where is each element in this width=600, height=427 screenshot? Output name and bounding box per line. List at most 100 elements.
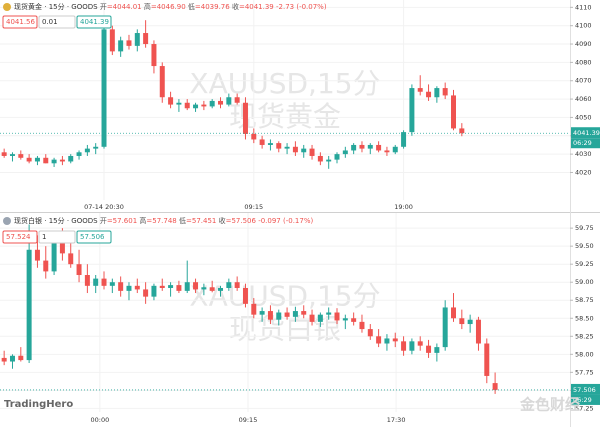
candle-body bbox=[1, 152, 7, 156]
quantity-box[interactable] bbox=[38, 230, 76, 244]
candle-body bbox=[193, 104, 199, 109]
chart-panel: XAUUSD,15分现货白银57.2557.5057.7558.0058.255… bbox=[0, 213, 600, 424]
candle-body bbox=[459, 128, 465, 134]
sell-button[interactable] bbox=[2, 15, 38, 29]
candle-body bbox=[218, 100, 224, 105]
candle-body bbox=[317, 155, 323, 162]
y-tick-label: 4080 bbox=[575, 58, 592, 66]
candle-body bbox=[159, 285, 165, 288]
sell-price: 4041.56 bbox=[6, 18, 35, 26]
change: -0.097 (-0.17%) bbox=[258, 217, 313, 225]
candle-body bbox=[176, 102, 182, 105]
price-label: 4041.39 bbox=[573, 129, 600, 137]
symbol-icon bbox=[3, 3, 11, 11]
watermark-brand: 金色财经 bbox=[519, 396, 580, 414]
candle-body bbox=[409, 88, 415, 133]
candle-body bbox=[218, 287, 224, 291]
candle-body bbox=[434, 347, 440, 353]
candle-body bbox=[168, 97, 174, 105]
candle-body bbox=[467, 319, 473, 325]
x-tick-label: 07-14 20:30 bbox=[84, 203, 124, 211]
candle-body bbox=[43, 157, 49, 164]
candle-body bbox=[201, 104, 207, 107]
candle-body bbox=[34, 157, 40, 162]
y-tick-label: 4070 bbox=[575, 77, 592, 85]
x-tick-label: 19:00 bbox=[394, 203, 413, 211]
candle-body bbox=[292, 146, 298, 153]
countdown: 06:29 bbox=[573, 396, 592, 404]
ohlc-value: =4039.76 bbox=[195, 3, 230, 11]
candle-body bbox=[451, 307, 456, 319]
candle-body bbox=[267, 311, 273, 320]
candle-body bbox=[259, 139, 265, 145]
y-tick-label: 4050 bbox=[575, 113, 592, 121]
y-tick-label: 58.50 bbox=[575, 314, 594, 322]
price-label-box bbox=[571, 127, 600, 139]
symbol: 现货黄金 bbox=[14, 2, 42, 11]
x-tick-label: 17:30 bbox=[387, 416, 406, 424]
candle-body bbox=[367, 329, 373, 337]
candle-body bbox=[9, 355, 15, 362]
candle-body bbox=[126, 40, 132, 46]
candle-body bbox=[84, 148, 90, 153]
candle-body bbox=[101, 29, 107, 147]
y-tick-label: 4030 bbox=[575, 150, 592, 158]
y-tick-label: 4020 bbox=[575, 168, 592, 176]
candle-body bbox=[9, 154, 15, 156]
candle-body bbox=[51, 159, 57, 164]
source: GOODS bbox=[71, 217, 98, 225]
candle-body bbox=[68, 155, 74, 162]
ohlc-label: 开 bbox=[100, 3, 107, 11]
candle-body bbox=[26, 249, 32, 361]
candle-body bbox=[259, 311, 265, 315]
candle-body bbox=[193, 282, 199, 290]
candle-body bbox=[492, 383, 498, 390]
y-tick-label: 58.25 bbox=[575, 332, 594, 340]
buy-button[interactable] bbox=[76, 15, 112, 29]
buy-price: 57.506 bbox=[80, 233, 105, 241]
sell-button[interactable] bbox=[2, 230, 38, 244]
candle-body bbox=[351, 318, 357, 322]
candle-body bbox=[93, 278, 99, 286]
x-tick-label: 09:15 bbox=[244, 203, 263, 211]
candle-body bbox=[284, 146, 290, 149]
candle-body bbox=[301, 311, 307, 315]
y-tick-label: 59.50 bbox=[575, 242, 594, 250]
change: -2.73 (-0.07%) bbox=[276, 3, 327, 11]
quantity-box[interactable] bbox=[38, 15, 76, 29]
ohlc-label: 低 bbox=[179, 216, 186, 225]
buy-button[interactable] bbox=[76, 230, 112, 244]
interval: 15分 bbox=[49, 2, 65, 11]
ohlc-value: =57.601 bbox=[107, 217, 137, 225]
ohlc-label: 收 bbox=[219, 216, 226, 225]
candle-body bbox=[126, 285, 132, 291]
symbol: 现货白银 bbox=[14, 216, 42, 225]
candle-body bbox=[184, 102, 190, 109]
watermark-symbol: XAUUSD,15分 bbox=[189, 280, 380, 313]
candle-body bbox=[342, 318, 348, 321]
candle-body bbox=[93, 146, 99, 149]
y-tick-label: 58.75 bbox=[575, 296, 594, 304]
candle-body bbox=[109, 29, 115, 52]
candle-body bbox=[242, 102, 248, 134]
candle-body bbox=[267, 143, 273, 145]
candle-body bbox=[118, 282, 124, 291]
candle-body bbox=[451, 95, 456, 129]
candle-body bbox=[475, 319, 481, 344]
candle-body bbox=[426, 91, 432, 98]
buy-price: 4041.39 bbox=[80, 18, 109, 26]
candle-body bbox=[251, 133, 257, 140]
candle-body bbox=[34, 249, 40, 261]
candle-body bbox=[301, 148, 307, 153]
price-label: 57.506 bbox=[573, 386, 596, 394]
candle-body bbox=[26, 157, 32, 162]
ohlc-value: =4044.01 bbox=[107, 3, 142, 11]
candle-body bbox=[276, 312, 282, 320]
candle-body bbox=[417, 88, 423, 92]
candle-body bbox=[392, 146, 398, 153]
ohlc-label: 收 bbox=[232, 2, 239, 11]
ohlc-value: =57.451 bbox=[186, 217, 216, 225]
ohlc-label: 低 bbox=[188, 2, 195, 11]
candle-body bbox=[484, 343, 490, 376]
y-tick-label: 57.25 bbox=[575, 404, 594, 412]
